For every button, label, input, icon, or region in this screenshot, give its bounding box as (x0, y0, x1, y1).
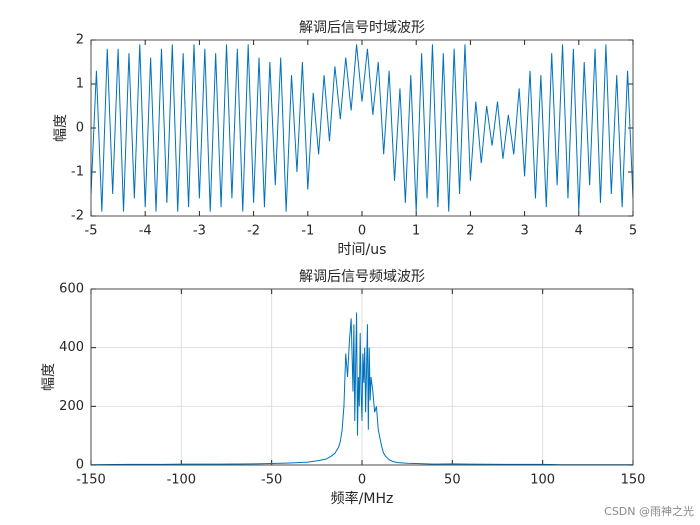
y-tick-label: 400 (59, 340, 84, 355)
x-tick-label: 2 (466, 224, 474, 239)
y-tick-label: -2 (71, 209, 84, 224)
x-tick-label: -50 (261, 473, 282, 488)
y-tick-label: 1 (76, 77, 84, 92)
y-tick-label: 0 (76, 121, 84, 136)
watermark: CSDN @雨神之光 (604, 504, 694, 518)
x-axis-label: 时间/us (338, 242, 387, 258)
x-axis-label: 频率/MHz (331, 490, 394, 507)
chart-title: 解调后信号频域波形 (299, 269, 425, 285)
axes-box (90, 39, 634, 217)
x-tick-label: 0 (358, 224, 366, 239)
x-tick-label: -100 (167, 473, 197, 488)
x-tick-label: -2 (247, 224, 260, 239)
x-tick-label: -150 (76, 473, 106, 488)
x-tick-label: -1 (301, 224, 314, 239)
x-tick-label: 50 (444, 473, 461, 488)
data-line (91, 312, 633, 465)
y-tick-label: 600 (59, 282, 84, 297)
x-tick-label: 1 (412, 224, 420, 239)
x-tick-label: -3 (193, 224, 206, 239)
x-tick-label: 150 (621, 473, 646, 488)
y-tick-label: 0 (76, 458, 84, 473)
y-tick-label: 2 (76, 33, 84, 48)
chart-title: 解调后信号时域波形 (299, 20, 425, 36)
y-axis-label: 幅度 (53, 114, 69, 142)
x-tick-label: 4 (575, 224, 583, 239)
axes-box (90, 288, 634, 466)
x-tick-label: -4 (139, 224, 152, 239)
y-tick-label: -1 (71, 165, 84, 180)
data-line (91, 44, 633, 212)
y-axis-label: 幅度 (41, 363, 57, 391)
x-tick-label: 100 (530, 473, 555, 488)
x-tick-label: -5 (85, 224, 98, 239)
x-tick-label: 5 (629, 224, 637, 239)
y-tick-label: 200 (59, 399, 84, 414)
x-tick-label: 0 (358, 473, 366, 488)
x-tick-label: 3 (520, 224, 528, 239)
